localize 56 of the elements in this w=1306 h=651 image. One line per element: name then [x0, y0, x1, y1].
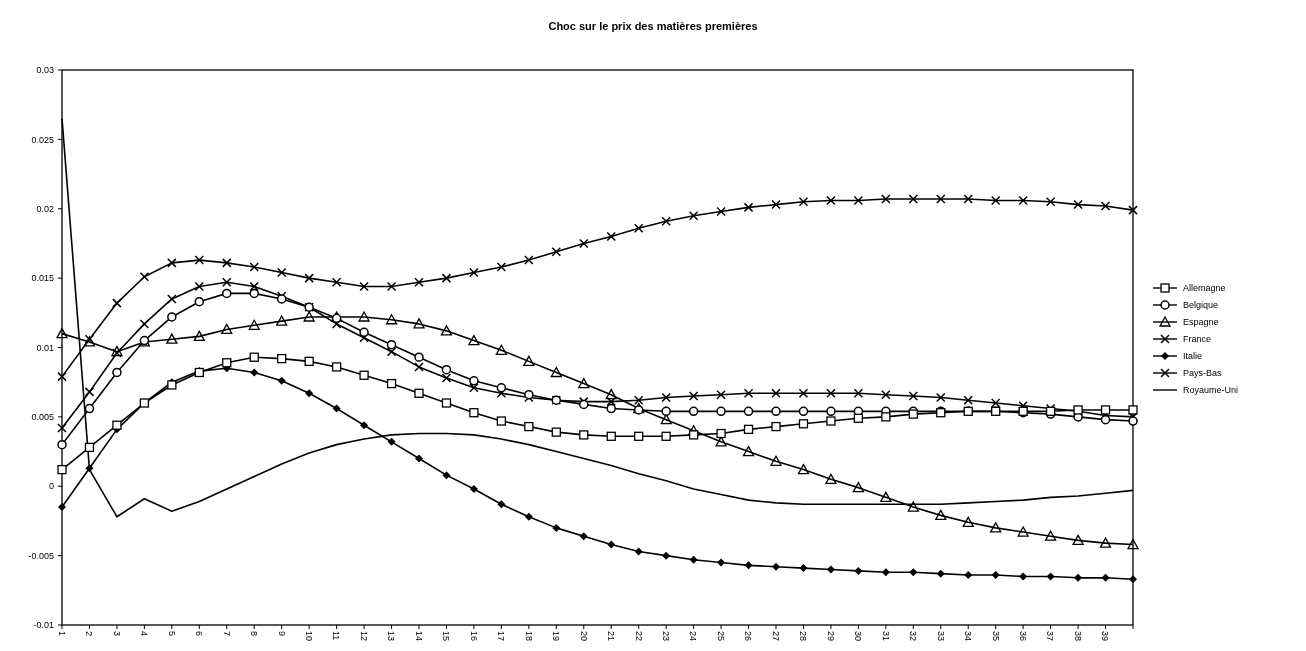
x-tick-label: 17	[496, 631, 507, 642]
legend-label: France	[1183, 334, 1212, 345]
x-tick-label: 7	[221, 631, 232, 637]
legend-label: Italie	[1183, 351, 1203, 362]
y-tick-label: 0	[48, 481, 54, 492]
x-tick-label: 16	[468, 631, 479, 642]
legend-label: Allemagne	[1183, 283, 1226, 294]
legend-label: Pays-Bas	[1183, 368, 1223, 379]
y-tick-label: 0.005	[31, 412, 54, 423]
x-tick-label: 3	[111, 631, 122, 637]
x-tick-label: 26	[743, 631, 754, 642]
x-tick-label: 10	[304, 631, 314, 642]
x-tick-label: 34	[963, 631, 974, 642]
x-tick-label: 18	[523, 631, 534, 642]
x-tick-label: 8	[249, 631, 260, 637]
y-tick-label: 0.02	[36, 203, 54, 214]
x-tick-label: 14	[413, 631, 424, 642]
x-tick-label: 30	[853, 631, 864, 642]
x-tick-label: 29	[825, 631, 836, 642]
x-tick-label: 2	[84, 631, 95, 637]
y-tick-label: 0.03	[36, 65, 54, 76]
x-tick-label: 20	[578, 631, 589, 642]
x-tick-label: 9	[276, 631, 287, 637]
x-tick-label: 27	[770, 631, 781, 642]
x-tick-label: 5	[166, 631, 177, 637]
x-tick-label: 15	[441, 631, 452, 642]
x-tick-label: 31	[880, 631, 891, 642]
x-tick-label: 11	[331, 631, 342, 641]
y-tick-label: -0.01	[33, 620, 54, 631]
x-tick-label: 1	[56, 631, 67, 637]
x-tick-label: 39	[1100, 631, 1111, 642]
legend-label: Belgique	[1183, 300, 1219, 311]
legend-label: Espagne	[1183, 317, 1219, 328]
x-tick-label: 23	[661, 631, 671, 642]
x-tick-label: 33	[935, 631, 946, 642]
x-tick-label: 25	[715, 631, 726, 642]
x-tick-label: 32	[908, 631, 919, 642]
x-tick-label: 13	[386, 631, 397, 642]
x-tick-label: 22	[633, 631, 644, 642]
y-tick-label: 0.01	[36, 342, 54, 353]
x-tick-label: 36	[1018, 631, 1028, 642]
y-tick-label: 0.015	[31, 273, 54, 284]
y-tick-label: -0.005	[28, 550, 54, 561]
chart-title: Choc sur le prix des matières premières	[548, 20, 758, 32]
x-tick-label: 37	[1045, 631, 1056, 642]
x-tick-label: 38	[1072, 631, 1083, 642]
legend-label: Royaume-Uni	[1183, 385, 1239, 396]
x-tick-label: 28	[798, 631, 809, 642]
x-tick-label: 4	[139, 631, 150, 637]
x-tick-label: 35	[990, 631, 1001, 642]
x-tick-label: 24	[688, 631, 699, 642]
x-tick-label: 19	[551, 631, 562, 642]
x-tick-label: 6	[194, 631, 205, 637]
x-tick-label: 21	[606, 631, 617, 642]
x-tick-label: 12	[358, 631, 369, 642]
y-tick-label: 0.025	[31, 134, 54, 145]
